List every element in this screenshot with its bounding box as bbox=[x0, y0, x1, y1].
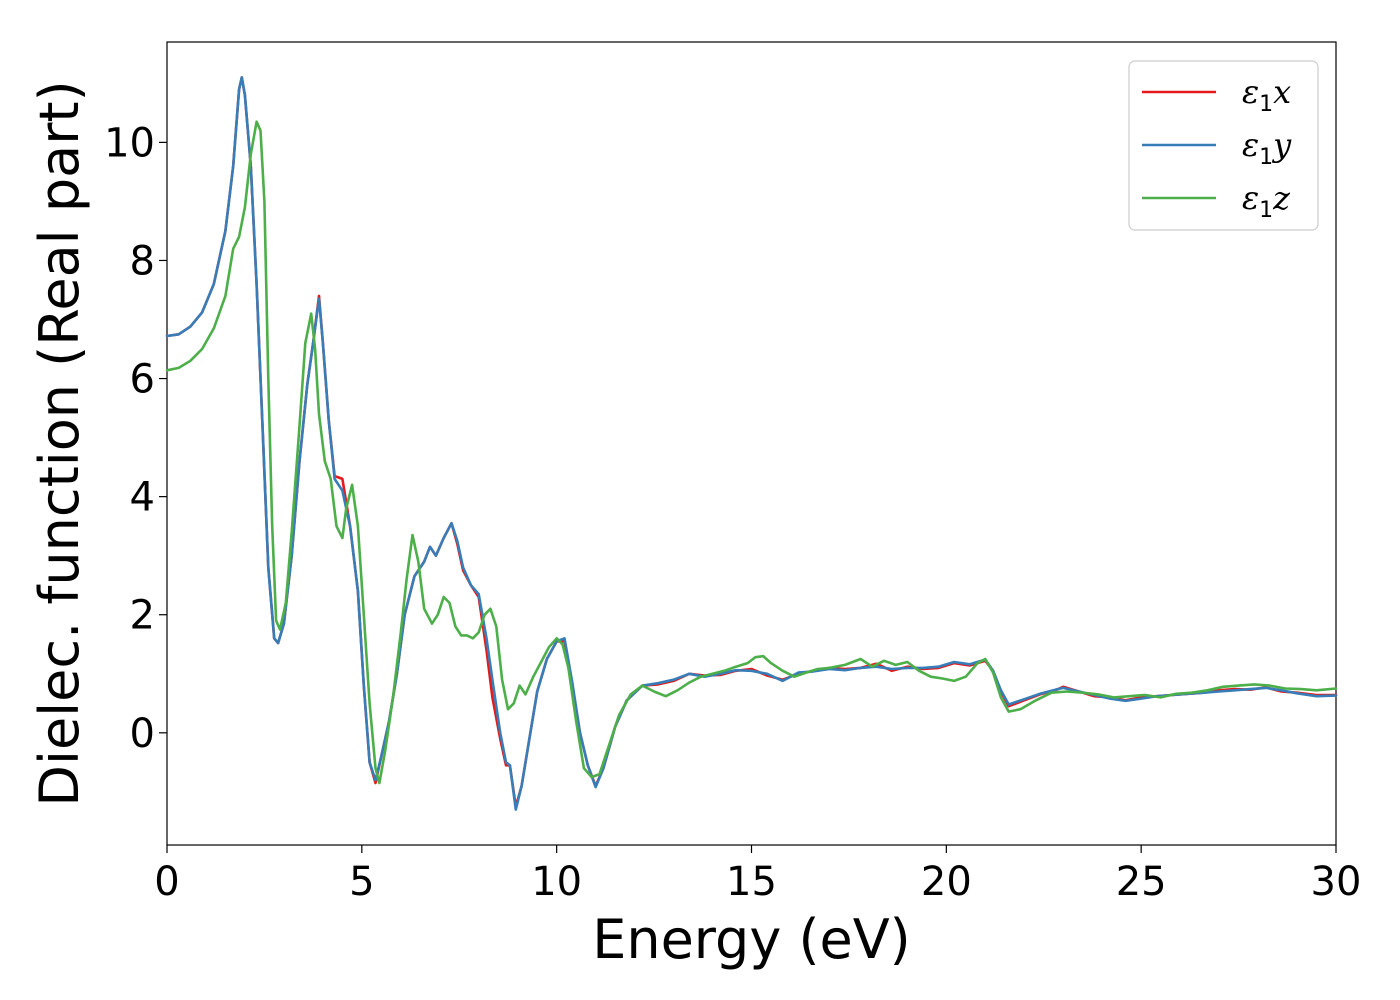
legend-label: ε1z bbox=[1242, 179, 1291, 223]
y-axis-title: Dielec. function (Real part) bbox=[28, 80, 91, 806]
legend: ε1x ε1y ε1z bbox=[1128, 60, 1319, 231]
x-tick-label: 30 bbox=[1311, 859, 1362, 905]
x-tick-label: 0 bbox=[154, 859, 179, 905]
y-tick-label: 0 bbox=[130, 711, 155, 757]
x-tick-label: 10 bbox=[531, 859, 582, 905]
y-tick-label: 10 bbox=[104, 120, 155, 166]
legend-label: ε1x bbox=[1242, 73, 1291, 117]
legend-box bbox=[1128, 60, 1319, 231]
legend-label: ε1y bbox=[1242, 126, 1292, 170]
y-tick-label: 8 bbox=[130, 238, 155, 284]
x-tick-label: 5 bbox=[349, 859, 374, 905]
series-line-2 bbox=[165, 120, 1338, 785]
x-axis: 0 5 10 15 20 25 30 bbox=[154, 845, 1361, 905]
y-tick-label: 6 bbox=[130, 357, 155, 403]
y-axis: 0 2 4 6 8 10 bbox=[104, 120, 167, 757]
y-tick-label: 2 bbox=[130, 593, 155, 639]
series-layer bbox=[165, 76, 1338, 811]
x-tick-label: 20 bbox=[921, 859, 972, 905]
y-tick-label: 4 bbox=[130, 475, 155, 521]
x-tick-label: 15 bbox=[726, 859, 777, 905]
x-tick-label: 25 bbox=[1116, 859, 1167, 905]
x-axis-title: Energy (eV) bbox=[592, 908, 911, 971]
series-line-1 bbox=[165, 76, 1338, 811]
